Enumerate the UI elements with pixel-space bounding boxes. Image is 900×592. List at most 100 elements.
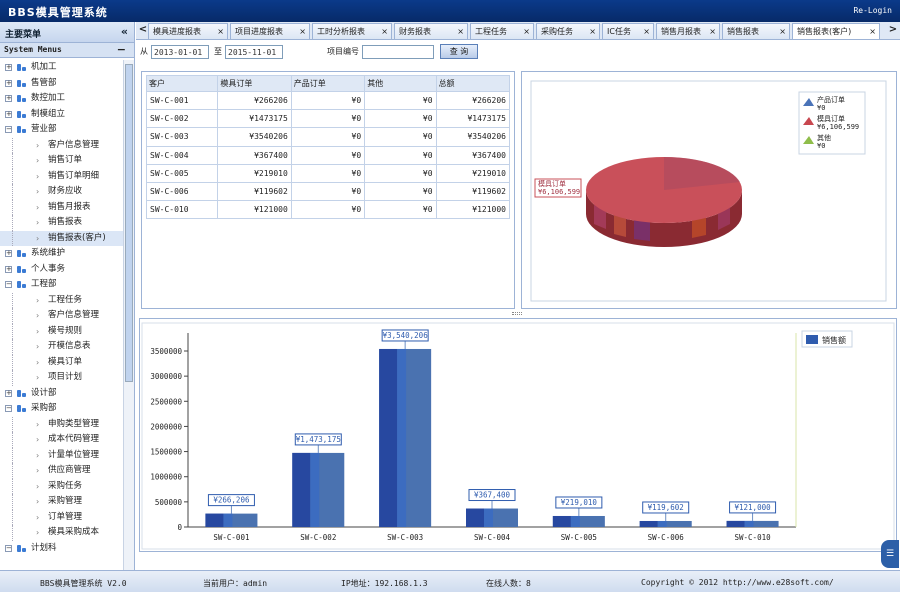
bar[interactable]: [466, 508, 518, 527]
table-row[interactable]: SW-C-010 ¥121000 ¥0 ¥0 ¥121000: [145, 200, 511, 220]
expand-toggle-icon[interactable]: +: [5, 78, 12, 87]
panel-splitter[interactable]: [136, 312, 900, 316]
tab-scroll-right-icon[interactable]: >: [888, 24, 898, 35]
bar[interactable]: [205, 513, 258, 527]
menu-item[interactable]: › 采购任务: [0, 478, 124, 495]
menu-item[interactable]: › 模号规则: [0, 323, 124, 340]
from-date-input[interactable]: [151, 45, 209, 59]
menu-item[interactable]: › 申购类型管理: [0, 416, 124, 433]
tab[interactable]: 销售报表(客户) ×: [792, 23, 880, 39]
menu-item[interactable]: − 营业部: [0, 122, 124, 138]
sidebar-scrollbar-thumb[interactable]: [125, 64, 133, 382]
project-number-input[interactable]: [362, 45, 434, 59]
menu-item[interactable]: › 客户信息管理: [0, 308, 124, 324]
bar[interactable]: [292, 452, 345, 527]
tab-close-icon[interactable]: ×: [709, 27, 716, 36]
expand-toggle-icon[interactable]: +: [5, 249, 12, 257]
bar[interactable]: [379, 348, 432, 527]
menu-item[interactable]: › 销售报表: [0, 215, 124, 231]
bar[interactable]: [552, 515, 605, 527]
menu-item[interactable]: + 制模组立: [0, 107, 124, 123]
expand-toggle-icon[interactable]: +: [5, 109, 12, 118]
tab[interactable]: 项目进度报表 ×: [230, 23, 310, 39]
menu-item[interactable]: › 开模信息表: [0, 339, 124, 355]
menu-item[interactable]: + 数控加工: [0, 91, 124, 107]
tab-close-icon[interactable]: ×: [381, 27, 388, 36]
relogin-link[interactable]: Re-Login: [853, 6, 892, 15]
to-date-input[interactable]: [225, 45, 283, 59]
menu-item[interactable]: › 供应商管理: [0, 463, 124, 479]
menu-item[interactable]: − 计划科: [0, 541, 124, 557]
menu-item[interactable]: › 订单管理: [0, 509, 124, 526]
menu-item[interactable]: › 销售报表(客户): [0, 230, 124, 246]
tab-close-icon[interactable]: ×: [217, 27, 224, 36]
menu-item[interactable]: › 计量单位管理: [0, 447, 124, 464]
menu-item[interactable]: + 个人事务: [0, 262, 124, 278]
expand-toggle-icon[interactable]: −: [5, 280, 12, 288]
table-column-header[interactable]: 总额: [435, 75, 511, 92]
table-column-header[interactable]: 产品订单: [290, 75, 366, 92]
splitter-grip[interactable]: [512, 312, 522, 315]
sidebar-scrollbar[interactable]: [123, 60, 134, 570]
tab-close-icon[interactable]: ×: [457, 27, 464, 36]
tab[interactable]: 采购任务 ×: [536, 23, 600, 39]
collapse-sidebar-icon[interactable]: «: [120, 25, 128, 38]
tab-label: 财务报表: [399, 27, 431, 36]
expand-toggle-icon[interactable]: +: [5, 388, 12, 397]
expand-toggle-icon[interactable]: +: [5, 264, 12, 273]
menu-item[interactable]: − 采购部: [0, 401, 124, 417]
menu-item[interactable]: › 项目计划: [0, 370, 124, 386]
page-icon: ›: [36, 233, 40, 243]
table-row[interactable]: SW-C-002 ¥1473175 ¥0 ¥0 ¥1473175: [145, 109, 511, 129]
expand-toggle-icon[interactable]: +: [5, 63, 12, 71]
tab[interactable]: IC任务 ×: [602, 23, 654, 39]
table-row[interactable]: SW-C-001 ¥266206 ¥0 ¥0 ¥266206: [145, 90, 511, 111]
menu-item[interactable]: › 成本代码管理: [0, 432, 124, 448]
menu-item[interactable]: › 财务应收: [0, 184, 124, 200]
menu-item[interactable]: + 设计部: [0, 386, 124, 402]
menu-item[interactable]: › 客户信息管理: [0, 137, 124, 154]
system-menus-header[interactable]: System Menus −: [0, 43, 134, 58]
expand-toggle-icon[interactable]: −: [5, 125, 12, 133]
menu-item[interactable]: − 工程部: [0, 277, 124, 293]
query-button[interactable]: 查 询: [440, 44, 478, 59]
expand-toggle-icon[interactable]: −: [5, 404, 12, 412]
tab[interactable]: 销售报表 ×: [722, 23, 790, 39]
table-cell: ¥0: [364, 200, 437, 220]
table-row[interactable]: SW-C-006 ¥119602 ¥0 ¥0 ¥119602: [145, 181, 511, 202]
expand-toggle-icon[interactable]: −: [5, 543, 12, 552]
tab-close-icon[interactable]: ×: [589, 27, 596, 36]
tab[interactable]: 工时分析报表 ×: [312, 23, 392, 39]
bar[interactable]: [726, 520, 779, 527]
tab[interactable]: 模具进度报表 ×: [148, 23, 228, 39]
expand-toggle-icon[interactable]: +: [5, 94, 12, 102]
tab-close-icon[interactable]: ×: [779, 27, 786, 36]
menu-item[interactable]: + 系统维护: [0, 246, 124, 262]
menu-item[interactable]: › 销售订单: [0, 153, 124, 169]
tab-close-icon[interactable]: ×: [523, 27, 530, 36]
menu-item[interactable]: › 模具订单: [0, 354, 124, 371]
tab[interactable]: 工程任务 ×: [470, 23, 534, 39]
tab-close-icon[interactable]: ×: [299, 27, 306, 36]
tab[interactable]: 财务报表 ×: [394, 23, 468, 39]
tab-close-icon[interactable]: ×: [643, 27, 650, 36]
tab-scroll-left-icon[interactable]: <: [138, 24, 148, 35]
chat-widget-icon[interactable]: ☰: [881, 540, 899, 568]
collapse-menus-icon[interactable]: −: [116, 43, 126, 56]
menu-item[interactable]: › 模具采购成本: [0, 525, 124, 541]
tab-close-icon[interactable]: ×: [869, 27, 876, 36]
menu-item[interactable]: › 销售月报表: [0, 199, 124, 216]
table-column-header[interactable]: 客户: [145, 75, 219, 92]
menu-item[interactable]: › 工程任务: [0, 292, 124, 309]
bar[interactable]: [639, 520, 692, 527]
tab[interactable]: 销售月报表 ×: [656, 23, 720, 39]
menu-item[interactable]: › 销售订单明细: [0, 168, 124, 185]
menu-item[interactable]: + 机加工: [0, 60, 124, 76]
menu-item[interactable]: › 采购管理: [0, 494, 124, 510]
table-column-header[interactable]: 其他: [364, 75, 437, 92]
table-row[interactable]: SW-C-004 ¥367400 ¥0 ¥0 ¥367400: [145, 145, 511, 165]
menu-item[interactable]: + 售管部: [0, 76, 124, 92]
table-column-header[interactable]: 模具订单: [217, 75, 292, 92]
table-row[interactable]: SW-C-005 ¥219010 ¥0 ¥0 ¥219010: [145, 163, 511, 183]
table-row[interactable]: SW-C-003 ¥3540206 ¥0 ¥0 ¥3540206: [145, 127, 511, 147]
